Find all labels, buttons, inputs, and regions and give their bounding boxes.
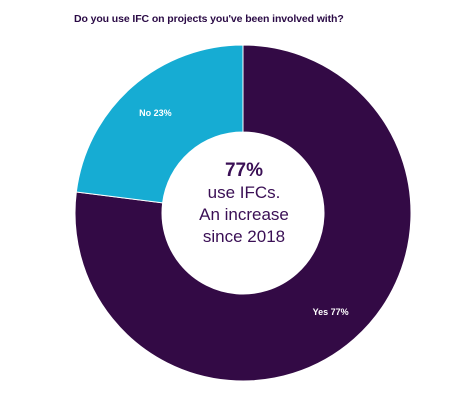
center-line-2: An increase	[199, 205, 289, 224]
center-line-3: since 2018	[202, 227, 286, 246]
center-headline: 77%	[224, 160, 264, 181]
center-line-1: use IFCs.	[207, 183, 281, 202]
donut-hole	[162, 132, 324, 294]
center-annotation: 77% use IFCs. An increase since 2018	[164, 160, 324, 248]
chart-title: Do you use IFC on projects you've been i…	[74, 13, 344, 25]
slice-label-yes: Yes 77%	[313, 307, 349, 317]
slice-label-no: No 23%	[139, 108, 172, 118]
